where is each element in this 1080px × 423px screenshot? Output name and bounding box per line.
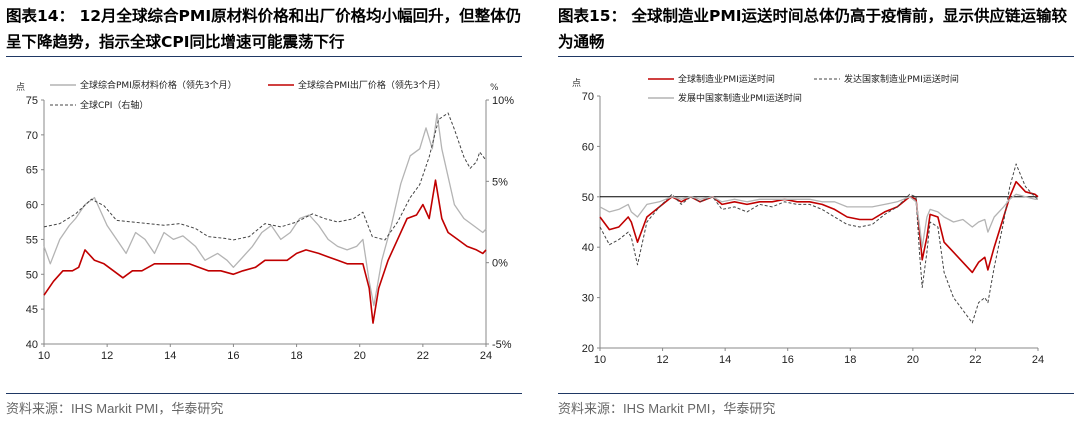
legend-label: 全球制造业PMI运送时间	[678, 73, 775, 85]
chart-panel-15: 图表15： 全球制造业PMI运送时间总体仍高于疫情前，显示供应链运输较为通畅 7…	[552, 0, 1080, 423]
x-tick-label: 20	[907, 354, 919, 366]
y-tick-label: 65	[26, 165, 38, 177]
y-tick-label: 30	[582, 293, 594, 305]
title-divider	[6, 56, 522, 57]
y-tick-label: 45	[26, 304, 38, 316]
x-tick-label: 18	[844, 354, 856, 366]
y-tick-label: 50	[582, 192, 594, 204]
x-tick-label: 16	[782, 354, 794, 366]
x-tick-label: 14	[719, 354, 731, 366]
y-unit-label: 点	[572, 78, 581, 89]
y-tick-label: 70	[26, 130, 38, 142]
x-tick-label: 12	[656, 354, 668, 366]
y-tick-label: 50	[26, 269, 38, 281]
legend-label: 发展中国家制造业PMI运送时间	[678, 92, 802, 104]
x-tick-label: 22	[417, 350, 429, 362]
legend-label: 发达国家制造业PMI运送时间	[844, 73, 959, 85]
chart-title: 图表15： 全球制造业PMI运送时间总体仍高于疫情前，显示供应链运输较为通畅	[558, 7, 1068, 51]
y2-tick-label: 0%	[492, 258, 508, 270]
title-divider	[558, 56, 1074, 57]
series-line-1	[43, 113, 487, 307]
y-tick-label: 70	[582, 91, 594, 103]
series-line-3	[43, 112, 487, 241]
series-line-3	[599, 193, 1038, 248]
chart-source: 资料来源：IHS Markit PMI，华泰研究	[6, 401, 224, 416]
x-tick-label: 24	[1032, 354, 1044, 366]
y2-tick-label: 5%	[492, 176, 508, 188]
x-tick-label: 18	[290, 350, 302, 362]
x-tick-label: 10	[38, 350, 50, 362]
x-tick-label: 24	[480, 350, 492, 362]
chart-plot: 75 70 65 60 55 50 45 40 10% 5% 0% -5% 10 12 14 16 18 20 22…	[16, 79, 514, 362]
x-tick-label: 20	[354, 350, 366, 362]
x-tick-label: 12	[101, 350, 113, 362]
chart-source: 资料来源：IHS Markit PMI，华泰研究	[558, 401, 776, 416]
y2-tick-label: 10%	[492, 95, 514, 107]
legend-label: 全球综合PMI出厂价格（领先3个月）	[298, 79, 446, 91]
x-tick-label: 22	[969, 354, 981, 366]
y2-unit-label: %	[490, 83, 499, 93]
series-line-2	[599, 163, 1039, 324]
series-line-2	[43, 179, 487, 324]
y-tick-label: 40	[26, 339, 38, 351]
source-divider	[558, 393, 1074, 394]
x-tick-label: 14	[164, 350, 176, 362]
source-divider	[6, 393, 522, 394]
y-tick-label: 60	[582, 141, 594, 153]
y-tick-label: 20	[582, 343, 594, 355]
y-tick-label: 75	[26, 95, 38, 107]
y2-tick-label: -5%	[492, 339, 512, 351]
y-tick-label: 60	[26, 200, 38, 212]
chart-title: 图表14： 12月全球综合PMI原材料价格和出厂价格均小幅回升，但整体仍呈下降趋…	[6, 7, 522, 51]
chart-panel-14: 图表14： 12月全球综合PMI原材料价格和出厂价格均小幅回升，但整体仍呈下降趋…	[0, 0, 528, 423]
x-tick-label: 16	[227, 350, 239, 362]
legend-label: 全球CPI（右轴）	[80, 99, 148, 111]
legend-label: 全球综合PMI原材料价格（领先3个月）	[80, 79, 237, 91]
y-tick-label: 40	[582, 242, 594, 254]
x-tick-label: 10	[594, 354, 606, 366]
y-tick-label: 55	[26, 234, 38, 246]
y-unit-label: 点	[16, 82, 25, 93]
